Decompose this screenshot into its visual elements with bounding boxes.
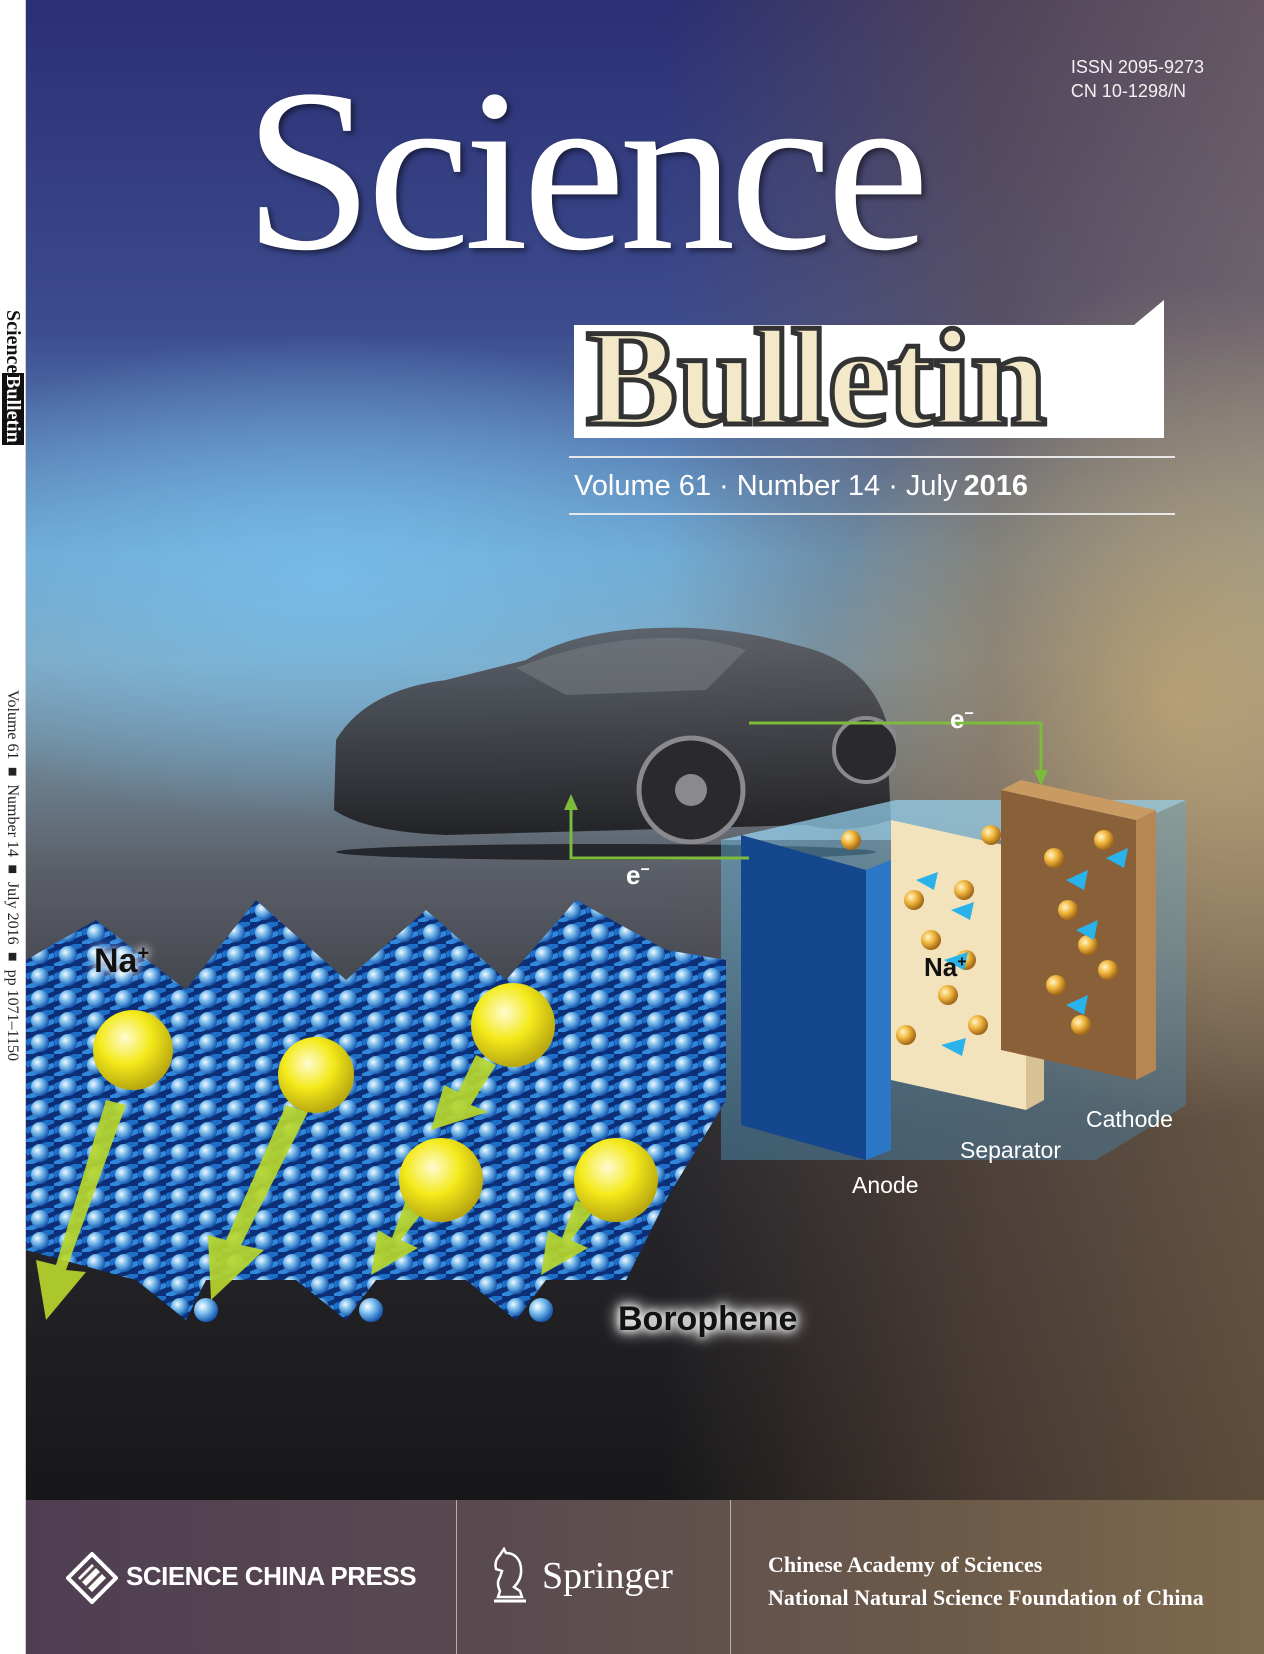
label-na-ion-left: Na+ bbox=[94, 942, 150, 980]
spine-issue-info: Volume 61 ■ Number 14 ■ July 2016 ■ pp 1… bbox=[4, 690, 21, 1061]
spine-title: ScienceBulletin bbox=[0, 310, 25, 446]
separator-dot: · bbox=[719, 470, 729, 502]
car-silhouette bbox=[334, 627, 896, 860]
science-china-press-logo-icon bbox=[66, 1552, 118, 1604]
journal-title-science: Science bbox=[244, 42, 929, 299]
month: July bbox=[905, 470, 958, 502]
spine-title-bulletin: Bulletin bbox=[2, 373, 24, 446]
label-borophene: Borophene bbox=[618, 1300, 798, 1338]
spine-title-science: Science bbox=[2, 310, 24, 374]
number: Number 14 bbox=[736, 470, 881, 502]
issue-line: Volume 61 · Number 14 · July 2016 bbox=[574, 468, 1028, 504]
org-nsfc: National Natural Science Foundation of C… bbox=[768, 1585, 1204, 1610]
borophene-lattice bbox=[26, 900, 726, 1322]
label-cathode: Cathode bbox=[1086, 1106, 1173, 1132]
publisher-footer: SCIENCE CHINA PRESS Springer Chinese Aca… bbox=[26, 1500, 1264, 1654]
label-anode: Anode bbox=[852, 1172, 919, 1198]
science-china-press-name: SCIENCE CHINA PRESS bbox=[126, 1561, 417, 1591]
year: 2016 bbox=[963, 470, 1028, 502]
cover-artwork: ISSN 2095-9273 CN 10-1298/N Science Bull… bbox=[26, 0, 1264, 1500]
footer-divider bbox=[456, 1500, 457, 1654]
separator-dot: · bbox=[888, 470, 898, 502]
springer-name: Springer bbox=[542, 1555, 673, 1597]
label-electron-left: e− bbox=[626, 860, 650, 890]
label-electron-top: e− bbox=[950, 704, 974, 734]
electron-flow-arrows bbox=[564, 721, 1048, 860]
issn-number: ISSN 2095-9273 bbox=[1070, 57, 1204, 77]
label-separator: Separator bbox=[960, 1137, 1062, 1163]
footer-divider bbox=[730, 1500, 731, 1654]
cn-number: CN 10-1298/N bbox=[1070, 81, 1186, 101]
label-na-ion-battery: Na+ bbox=[924, 952, 967, 982]
org-chinese-academy: Chinese Academy of Sciences bbox=[768, 1552, 1043, 1577]
springer-knight-icon bbox=[494, 1547, 526, 1603]
divider-top bbox=[569, 456, 1175, 458]
journal-title-bulletin: Bulletin bbox=[584, 301, 1050, 454]
volume: Volume 61 bbox=[574, 470, 712, 502]
divider-bottom bbox=[569, 513, 1175, 515]
issn-block: ISSN 2095-9273 CN 10-1298/N bbox=[1071, 55, 1204, 103]
spine: ScienceBulletin Volume 61 ■ Number 14 ■ … bbox=[0, 0, 26, 1654]
battery-diagram bbox=[721, 780, 1186, 1160]
